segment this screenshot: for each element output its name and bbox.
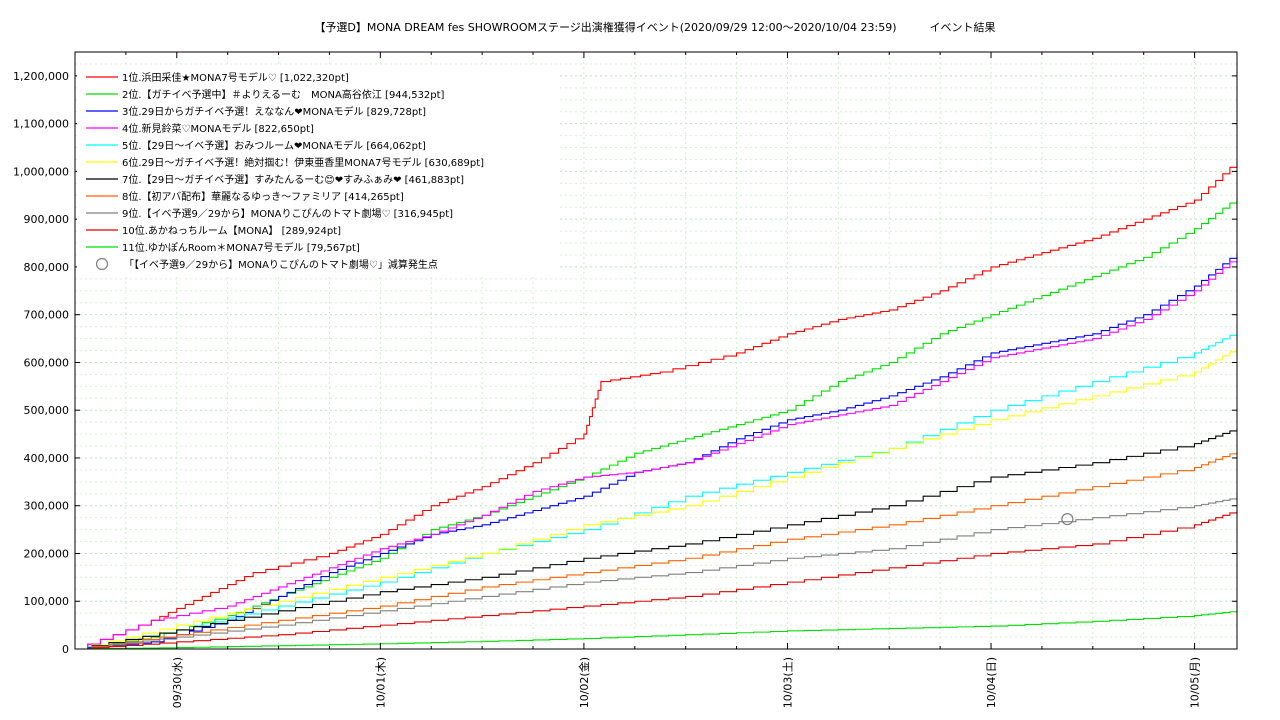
x-tick-label: 10/02(金)	[577, 657, 591, 708]
y-axis: 0 100,000 200,000 300,000 400,000 500,000 600,…	[13, 70, 1237, 656]
legend-marker	[95, 257, 109, 271]
series-line-5	[75, 331, 1238, 650]
y-tick-label: 700,000	[24, 309, 70, 322]
legend-entry: 2位.【ガチイベ予選中】＃よりえるーむ MONA高谷依江 [944,532pt]	[122, 88, 445, 101]
legend-entry: 5位.【29日～イベ予選】おみつルーム❤MONAモデル [664,062pt]	[122, 139, 426, 152]
legend-box	[77, 66, 557, 276]
series-line-4	[75, 256, 1238, 650]
series-line-1	[75, 160, 1238, 650]
series-line-10	[75, 510, 1238, 650]
legend: 1位.浜田采佳★MONA7号モデル♡ [1,022,320pt] 2位.【ガチイベ…	[77, 66, 557, 276]
legend-entry: 11位.ゆかぽんRoom＊MONA7号モデル [79,567pt]	[122, 241, 360, 254]
y-tick-label: 900,000	[24, 213, 70, 226]
legend-entry: 3位.29日からガチイベ予選！えななん❤MONAモデル [829,728pt]	[122, 105, 426, 118]
y-tick-label: 200,000	[24, 547, 70, 560]
legend-entry: 8位.【初アバ配布】華麗なるゆっき～ファミリア [414,265pt]	[122, 190, 404, 203]
chart-title: 【予選D】MONA DREAM fes SHOWROOMステージ出演権獲得イベン…	[314, 21, 996, 34]
plot-frame	[74, 51, 1238, 650]
series-line-7	[75, 428, 1238, 650]
legend-entry: 6位.29日～ガチイベ予選！絶対掴む！伊東亜香里MONA7号モデル [630,6…	[122, 156, 484, 169]
y-tick-label: 800,000	[24, 261, 70, 274]
y-tick-label: 0	[62, 643, 69, 656]
annotation-markers	[1061, 512, 1074, 526]
x-tick-label: 10/05(月)	[1189, 657, 1202, 708]
x-tick-label: 09/30(水)	[171, 657, 184, 708]
y-tick-label: 1,100,000	[13, 118, 69, 131]
series-line-6	[75, 347, 1238, 650]
legend-entry: 9位.【イベ予選9／29から】MONAりこぴんのトマト劇場♡ [316,945p…	[122, 207, 453, 220]
x-tick-label: 10/04(日)	[985, 657, 998, 708]
y-tick-label: 400,000	[24, 452, 70, 465]
legend-entry: 「【イベ予選9／29から】MONAりこぴんのトマト劇場♡」減算発生点	[124, 258, 438, 271]
x-tick-label: 10/03(土)	[781, 657, 794, 708]
legend-entry: 10位.あかねっちルーム【MONA】 [289,924pt]	[122, 224, 341, 237]
grid	[75, 52, 1237, 649]
y-tick-label: 1,000,000	[13, 165, 69, 178]
legend-entry: 4位.新見鈴菜♡MONAモデル [822,650pt]	[122, 122, 314, 135]
series-line-9	[75, 497, 1238, 650]
series-line-11	[75, 610, 1238, 650]
y-tick-label: 600,000	[24, 356, 70, 369]
series-line-8	[75, 451, 1238, 650]
legend-entry: 1位.浜田采佳★MONA7号モデル♡ [1,022,320pt]	[122, 71, 349, 84]
series-lines	[75, 160, 1238, 650]
x-axis: 09/30(水) 10/01(木) 10/02(金) 10/03(土) 10/04(日)…	[125, 52, 1202, 708]
y-tick-label: 500,000	[24, 404, 70, 417]
legend-entry: 7位.【29日～ガチイベ予選】すみたんるーむ😊❤すみふぁみ❤ [461,883p…	[122, 173, 464, 186]
annotation-marker	[1061, 512, 1074, 526]
y-tick-label: 300,000	[24, 500, 70, 513]
y-tick-label: 1,200,000	[13, 70, 69, 83]
x-tick-label: 10/01(木)	[374, 657, 387, 708]
y-tick-label: 100,000	[24, 595, 70, 608]
